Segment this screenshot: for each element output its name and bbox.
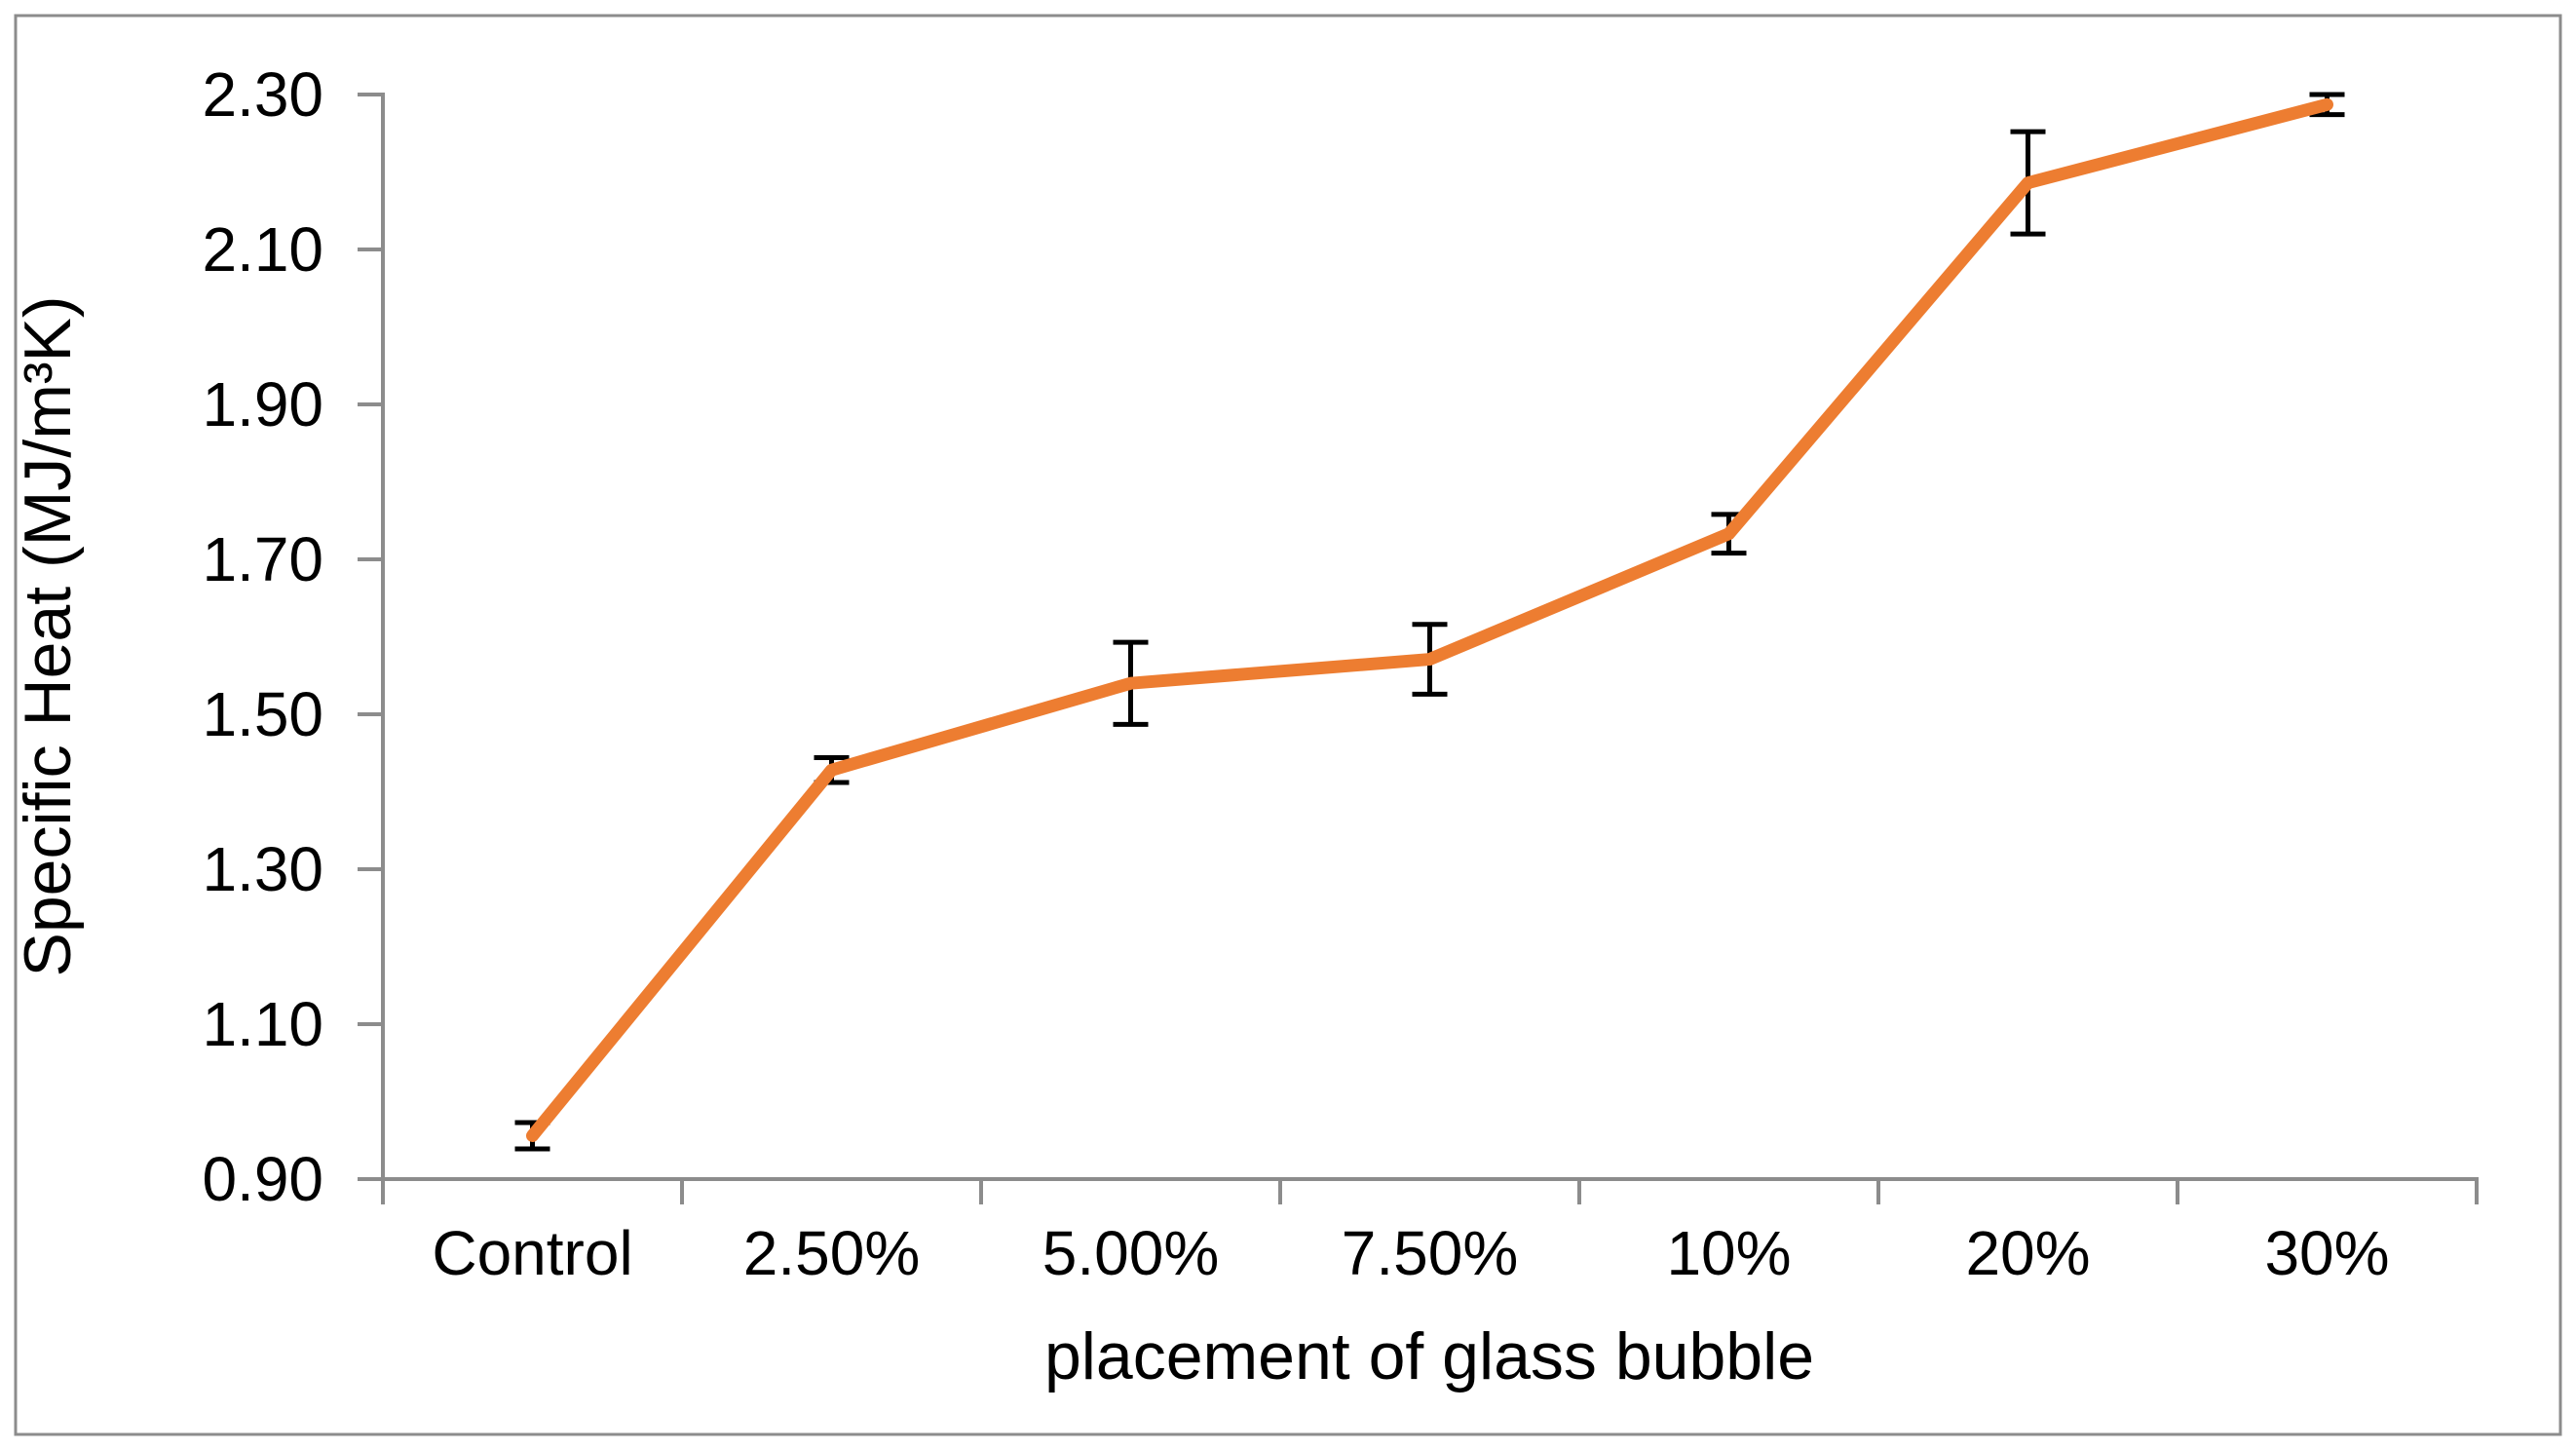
series-line: [526, 97, 2333, 1142]
y-tick-label: 1.30: [202, 834, 323, 904]
figure-border: [14, 14, 2562, 1436]
x-category-label: 7.50%: [1342, 1218, 1518, 1288]
y-tick-label: 1.90: [202, 369, 323, 439]
x-category-label: 10%: [1666, 1218, 1791, 1288]
y-tick-label: 1.50: [202, 679, 323, 749]
y-axis-title: Specific Heat (MJ/m³K): [11, 296, 85, 977]
y-tick-label: 2.30: [202, 59, 323, 130]
y-tick-label: 1.70: [202, 524, 323, 594]
plot-area: 0.90 1.10 1.30 1.50 1.70 1.90 2.10 2.30 Control 2…: [202, 59, 2479, 1288]
x-category-label: 5.00%: [1042, 1218, 1219, 1288]
y-tick-label: 1.10: [202, 989, 323, 1059]
x-category-label: Control: [432, 1218, 632, 1288]
x-category-label: 2.50%: [743, 1218, 920, 1288]
y-tick-label: 2.10: [202, 214, 323, 285]
x-axis-title: placement of glass bubble: [1044, 1319, 1814, 1393]
x-category-label: 30%: [2264, 1218, 2389, 1288]
y-tick-label: 0.90: [202, 1144, 323, 1214]
x-category-label: 20%: [1965, 1218, 2090, 1288]
